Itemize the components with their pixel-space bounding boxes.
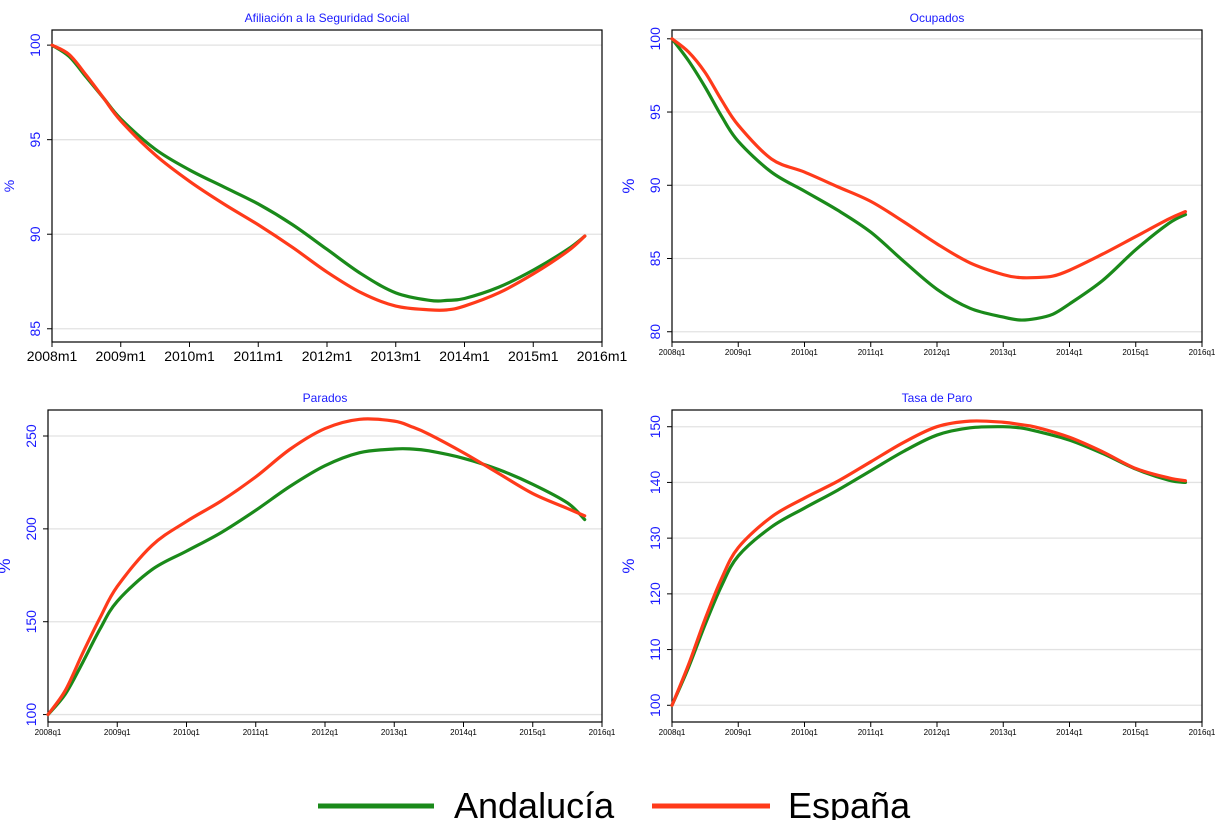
- legend: Andalucía España: [318, 785, 911, 820]
- x-tick-label: 2013q1: [990, 728, 1017, 737]
- y-tick-label: 90: [27, 226, 43, 242]
- chart-panel-3: Parados 100 150 200 250% 2008q1 2009q1 2010q1 20…: [0, 391, 616, 737]
- x-tick-label: 2016m1: [577, 348, 628, 364]
- x-tick-label: 2009q1: [725, 728, 752, 737]
- y-tick-label: 80: [647, 324, 663, 340]
- x-tick-label: 2015q1: [1122, 728, 1149, 737]
- y-tick-label: 90: [647, 177, 663, 193]
- series-line-andalucia: [50, 43, 587, 303]
- chart-title: Afiliación a la Seguridad Social: [245, 11, 410, 25]
- y-tick-label: 250: [23, 424, 39, 448]
- x-tick-label: 2010q1: [173, 728, 200, 737]
- x-tick-label: 2012q1: [924, 348, 951, 357]
- x-tick-label: 2016q1: [1189, 348, 1216, 357]
- y-axis-label: %: [1, 180, 17, 192]
- y-tick-label: 100: [23, 703, 39, 727]
- y-tick-label: 100: [647, 27, 663, 51]
- y-axis-label: %: [619, 558, 638, 573]
- plot-frame: [671, 409, 1203, 723]
- chart-title: Ocupados: [910, 11, 965, 25]
- x-tick-label: 2011q1: [858, 348, 885, 357]
- x-tick-label: 2011m1: [233, 348, 283, 364]
- x-tick-label: 2009q1: [104, 728, 131, 737]
- y-tick-label: 150: [647, 415, 663, 439]
- plot-frame: [47, 409, 603, 723]
- x-tick-label: 2010m1: [164, 348, 215, 364]
- chart-panel-2: Ocupados 80 85 90 95 100% 2008q1 2009q1 2010q1 20…: [619, 11, 1216, 357]
- y-tick-label: 140: [647, 471, 663, 495]
- series-line-espana: [670, 419, 1188, 707]
- y-tick-label: 85: [27, 321, 43, 337]
- x-tick-label: 2014q1: [1056, 348, 1083, 357]
- y-tick-label: 100: [27, 33, 43, 57]
- x-tick-label: 2014q1: [1056, 728, 1083, 737]
- x-tick-label: 2012m1: [302, 348, 353, 364]
- x-tick-label: 2010q1: [791, 728, 818, 737]
- y-tick-label: 130: [647, 526, 663, 550]
- y-axis-label: %: [619, 178, 638, 193]
- series-line-espana: [46, 417, 587, 717]
- x-tick-label: 2010q1: [791, 348, 818, 357]
- plot-frame: [51, 29, 603, 343]
- x-tick-label: 2011q1: [858, 728, 885, 737]
- y-tick-label: 95: [647, 104, 663, 120]
- x-tick-label: 2009q1: [725, 348, 752, 357]
- series-line-andalucia: [46, 447, 587, 717]
- series-line-andalucia: [670, 425, 1188, 707]
- series-line-andalucia: [670, 37, 1188, 322]
- series-line-espana: [670, 37, 1188, 280]
- y-tick-label: 100: [647, 693, 663, 717]
- y-tick-label: 200: [23, 517, 39, 541]
- x-tick-label: 2012q1: [924, 728, 951, 737]
- x-tick-label: 2008q1: [659, 348, 686, 357]
- y-tick-label: 150: [23, 610, 39, 634]
- chart-panel-1: Afiliación a la Seguridad Social 85 90 95 10…: [1, 11, 628, 364]
- x-tick-label: 2016q1: [1189, 728, 1216, 737]
- plot-frame: [671, 29, 1203, 343]
- chart-title: Parados: [303, 391, 348, 405]
- x-tick-label: 2014m1: [439, 348, 490, 364]
- x-tick-label: 2012q1: [312, 728, 339, 737]
- x-tick-label: 2013q1: [990, 348, 1017, 357]
- y-tick-label: 95: [27, 132, 43, 148]
- x-tick-label: 2008m1: [27, 348, 78, 364]
- y-axis-label: %: [0, 558, 14, 573]
- legend-label-andalucia: Andalucía: [454, 785, 615, 820]
- x-tick-label: 2015q1: [519, 728, 546, 737]
- chart-title: Tasa de Paro: [902, 391, 973, 405]
- x-tick-label: 2011q1: [243, 728, 270, 737]
- y-tick-label: 110: [647, 638, 663, 661]
- legend-label-espana: España: [788, 785, 911, 820]
- chart-panel-4: Tasa de Paro 100 110 120 130 140 150% 2008q1 200…: [619, 391, 1216, 737]
- x-tick-label: 2016q1: [589, 728, 616, 737]
- series-line-espana: [50, 43, 587, 312]
- x-tick-label: 2009m1: [95, 348, 146, 364]
- x-tick-label: 2014q1: [450, 728, 477, 737]
- x-tick-label: 2008q1: [659, 728, 686, 737]
- y-tick-label: 120: [647, 582, 663, 606]
- x-tick-label: 2015q1: [1122, 348, 1149, 357]
- x-tick-label: 2013q1: [381, 728, 408, 737]
- x-tick-label: 2013m1: [370, 348, 421, 364]
- y-tick-label: 85: [647, 251, 663, 267]
- x-tick-label: 2008q1: [35, 728, 62, 737]
- x-tick-label: 2015m1: [508, 348, 559, 364]
